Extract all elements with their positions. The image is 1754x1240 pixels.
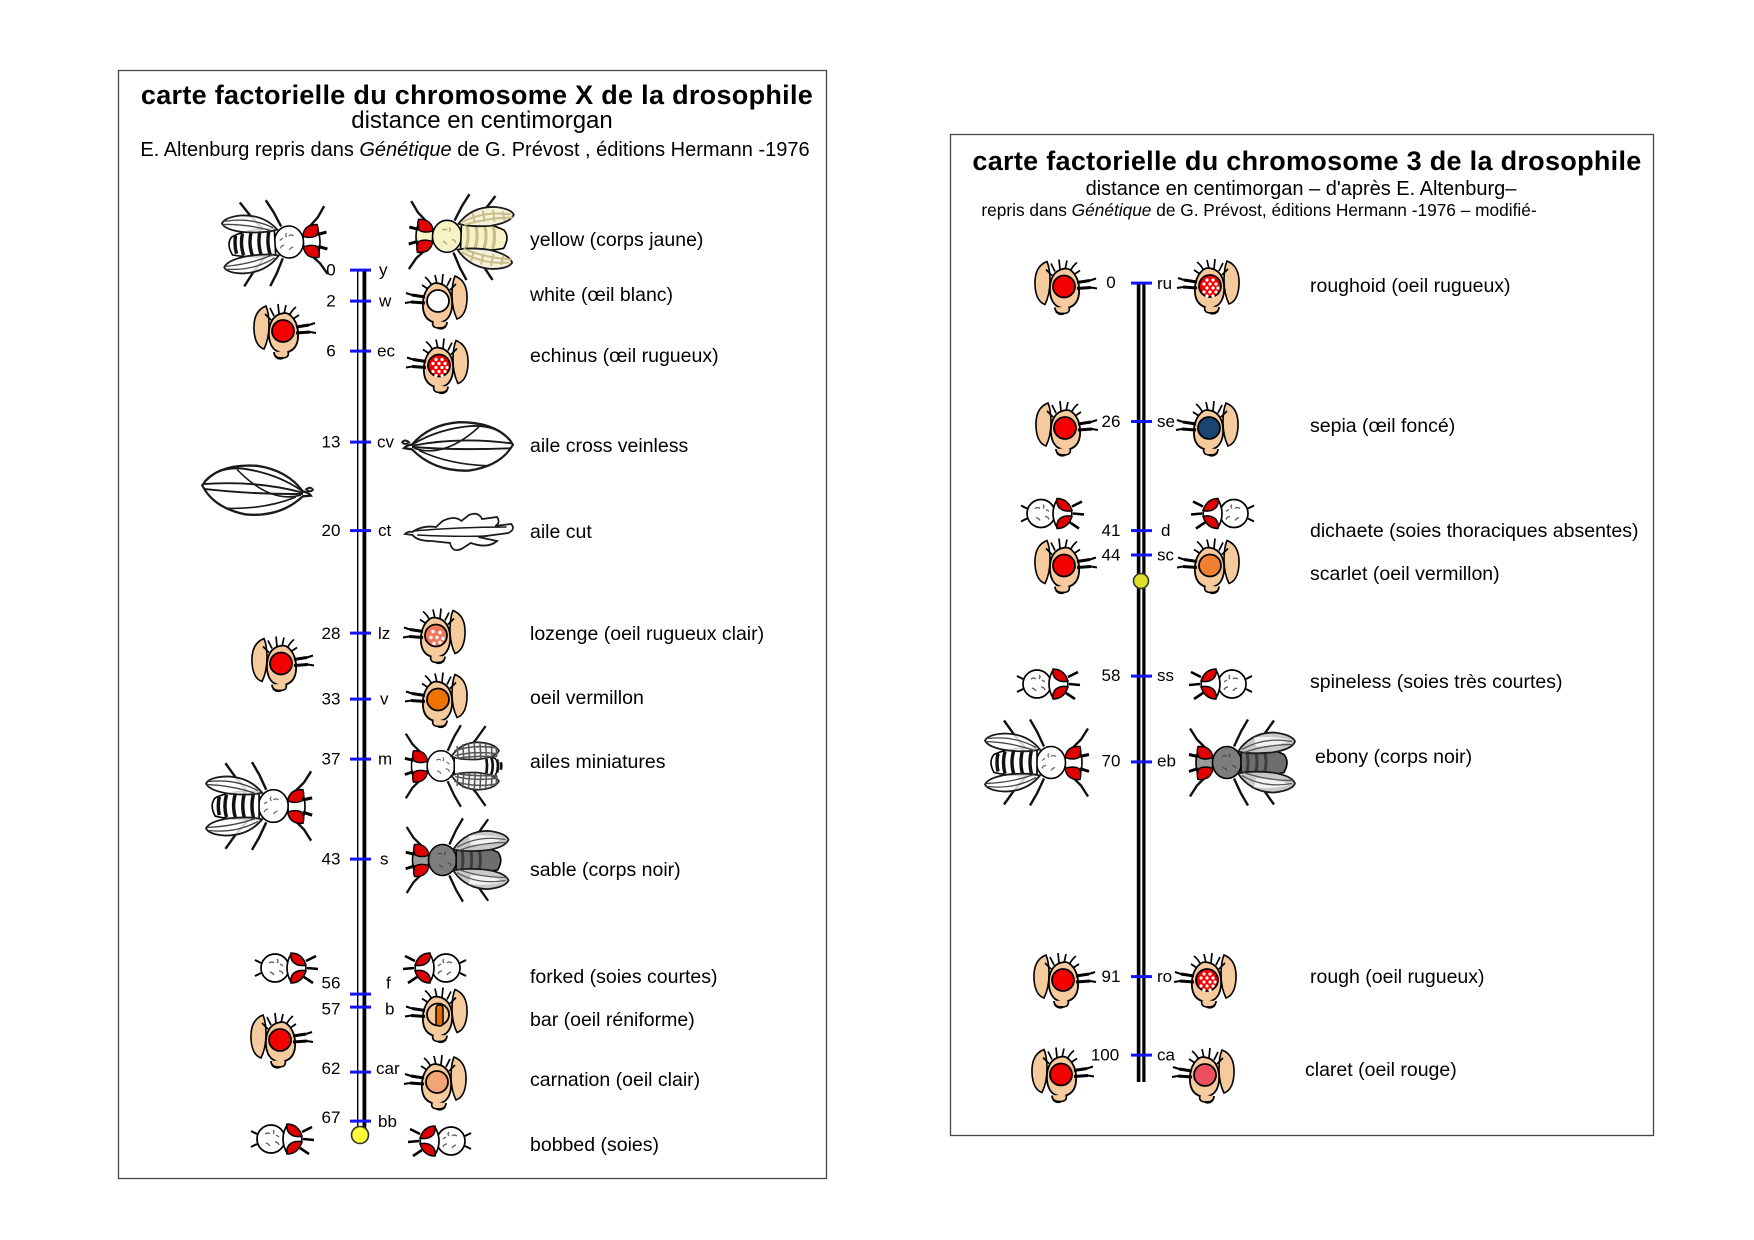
svg-text:yellow (corps jaune): yellow (corps jaune) — [530, 229, 703, 251]
svg-text:91: 91 — [1102, 967, 1121, 986]
svg-text:ec: ec — [377, 342, 395, 361]
svg-text:33: 33 — [322, 690, 341, 709]
svg-text:rough (oeil rugueux): rough (oeil rugueux) — [1310, 966, 1485, 988]
svg-text:41: 41 — [1102, 521, 1121, 540]
svg-text:ca: ca — [1157, 1046, 1176, 1065]
svg-text:oeil vermillon: oeil vermillon — [530, 687, 644, 709]
svg-text:28: 28 — [322, 624, 341, 643]
svg-text:y: y — [379, 261, 388, 280]
svg-text:se: se — [1157, 412, 1175, 431]
svg-text:car: car — [376, 1059, 400, 1078]
svg-text:d: d — [1161, 521, 1170, 540]
svg-text:lz: lz — [378, 624, 390, 643]
svg-text:20: 20 — [322, 521, 341, 540]
svg-text:roughoid (oeil rugueux): roughoid (oeil rugueux) — [1310, 275, 1511, 297]
svg-text:b: b — [385, 1000, 394, 1019]
svg-text:62: 62 — [322, 1059, 341, 1078]
svg-text:m: m — [378, 750, 392, 769]
svg-text:distance en centimorgan – d'ap: distance en centimorgan – d'après E. Alt… — [1086, 178, 1518, 200]
svg-text:37: 37 — [322, 750, 341, 769]
svg-text:sc: sc — [1157, 546, 1175, 565]
svg-text:0: 0 — [326, 261, 335, 280]
svg-text:43: 43 — [322, 850, 341, 869]
svg-text:aile cross veinless: aile cross veinless — [530, 435, 688, 457]
svg-text:distance en centimorgan: distance en centimorgan — [351, 107, 613, 134]
svg-text:carte factorielle du chromosom: carte factorielle du chromosome 3 de la … — [972, 146, 1641, 176]
svg-text:carte factorielle du chromosom: carte factorielle du chromosome X de la … — [141, 80, 813, 110]
svg-text:dichaete (soies thoraciques ab: dichaete (soies thoraciques absentes) — [1310, 520, 1638, 542]
svg-text:forked (soies courtes): forked (soies courtes) — [530, 966, 718, 988]
svg-text:ailes miniatures: ailes miniatures — [530, 751, 666, 773]
svg-text:bar (oeil réniforme): bar (oeil réniforme) — [530, 1009, 695, 1031]
svg-text:f: f — [386, 974, 391, 993]
svg-text:s: s — [380, 850, 389, 869]
svg-text:cv: cv — [377, 433, 395, 452]
svg-text:ro: ro — [1157, 967, 1172, 986]
svg-text:ss: ss — [1157, 666, 1174, 685]
svg-text:100: 100 — [1091, 1046, 1119, 1065]
svg-text:2: 2 — [326, 292, 335, 311]
svg-text:57: 57 — [322, 1000, 341, 1019]
svg-text:26: 26 — [1102, 412, 1121, 431]
svg-text:spineless (soies très courtes): spineless (soies très courtes) — [1310, 671, 1563, 693]
svg-text:scarlet (oeil vermillon): scarlet (oeil vermillon) — [1310, 563, 1500, 585]
svg-text:sepia (œil foncé): sepia (œil foncé) — [1310, 415, 1455, 437]
svg-text:E. Altenburg repris dans Génét: E. Altenburg repris dans Génétique de G.… — [140, 139, 809, 161]
svg-text:13: 13 — [322, 433, 341, 452]
svg-text:v: v — [380, 690, 389, 709]
svg-text:ru: ru — [1157, 274, 1172, 293]
svg-text:white (œil blanc): white (œil blanc) — [529, 284, 673, 306]
svg-text:58: 58 — [1102, 666, 1121, 685]
svg-text:ct: ct — [378, 521, 392, 540]
svg-text:67: 67 — [322, 1108, 341, 1127]
svg-text:56: 56 — [322, 974, 341, 993]
svg-text:70: 70 — [1102, 752, 1121, 771]
svg-text:ebony (corps noir): ebony (corps noir) — [1315, 746, 1472, 768]
svg-text:repris dans Génétique de G. Pr: repris dans Génétique de G. Prévost, édi… — [981, 200, 1536, 220]
svg-text:6: 6 — [326, 342, 335, 361]
svg-text:0: 0 — [1106, 273, 1115, 292]
svg-text:w: w — [378, 292, 392, 311]
svg-text:bobbed (soies): bobbed (soies) — [530, 1134, 659, 1156]
svg-text:aile cut: aile cut — [530, 521, 592, 543]
svg-text:lozenge (oeil rugueux clair): lozenge (oeil rugueux clair) — [530, 623, 764, 645]
svg-text:claret (oeil rouge): claret (oeil rouge) — [1305, 1059, 1457, 1081]
svg-text:sable (corps noir): sable (corps noir) — [530, 859, 681, 881]
svg-text:echinus (œil rugueux): echinus (œil rugueux) — [530, 345, 719, 367]
svg-text:bb: bb — [378, 1112, 397, 1131]
svg-text:eb: eb — [1157, 752, 1176, 771]
svg-text:carnation (oeil clair): carnation (oeil clair) — [530, 1069, 700, 1091]
svg-text:44: 44 — [1102, 546, 1121, 565]
